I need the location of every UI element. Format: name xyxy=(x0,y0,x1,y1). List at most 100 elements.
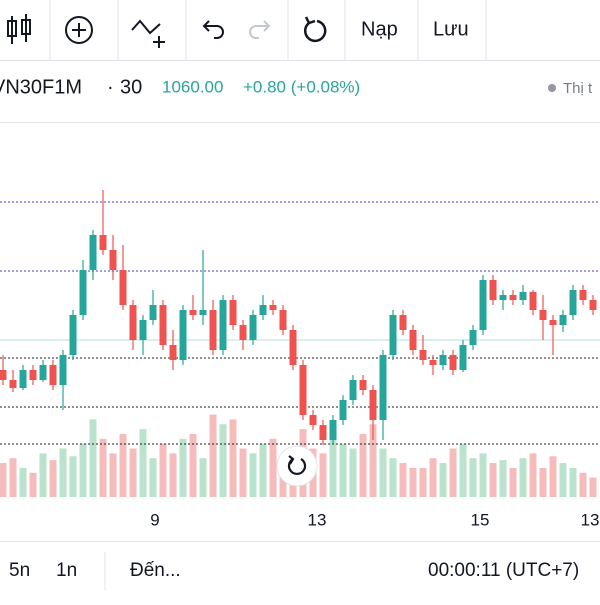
volume-bar xyxy=(399,463,407,497)
volume-bar xyxy=(179,438,187,497)
candle-body xyxy=(569,290,577,315)
candle-body xyxy=(259,305,267,315)
volume-bar xyxy=(569,467,577,497)
candle-body xyxy=(199,310,207,315)
volume-bar xyxy=(519,458,527,497)
volume-bar xyxy=(459,443,467,497)
redo-button[interactable] xyxy=(249,20,271,39)
candle-body xyxy=(49,365,57,385)
volume-bar xyxy=(469,458,477,497)
x-tick-label: 13 xyxy=(581,510,600,529)
status-dot xyxy=(548,84,556,92)
volume-bar xyxy=(159,443,167,497)
candle-body xyxy=(519,292,527,300)
candle-body xyxy=(539,310,547,320)
reset-view-button[interactable] xyxy=(276,445,318,487)
compare-button[interactable] xyxy=(131,19,165,48)
volume-bar xyxy=(79,443,87,497)
candle-body xyxy=(159,305,167,345)
candle-body xyxy=(39,365,47,380)
candle-body xyxy=(499,295,507,300)
candle-body xyxy=(309,415,317,425)
volume-bar xyxy=(419,467,427,497)
candle-body xyxy=(319,425,327,440)
candle-body xyxy=(359,380,367,390)
volume-bar xyxy=(129,448,137,497)
volume-bar xyxy=(489,463,497,497)
candle-body xyxy=(179,310,187,360)
x-tick-label: 13 xyxy=(308,510,327,529)
candle-body xyxy=(379,355,387,420)
volume-bar xyxy=(559,463,567,497)
deposit-button[interactable]: Nạp xyxy=(361,18,398,40)
range-button[interactable]: 1n xyxy=(56,560,77,581)
interval: 30 xyxy=(120,76,142,98)
volume-bar xyxy=(149,458,157,497)
volume-bar xyxy=(189,433,197,497)
candle-body xyxy=(139,320,147,340)
price: 1060.00 xyxy=(162,77,223,96)
separator: · xyxy=(107,76,114,98)
candle-body xyxy=(349,380,357,400)
candle-body xyxy=(489,280,497,300)
candle-body xyxy=(229,300,237,325)
volume-bar xyxy=(319,453,327,497)
save-button[interactable]: Lưu xyxy=(433,18,469,40)
volume-bar xyxy=(339,443,347,497)
range-button[interactable]: 5n xyxy=(9,560,30,581)
candle-body xyxy=(409,330,417,350)
candle-body xyxy=(579,290,587,300)
undo-button[interactable] xyxy=(202,20,224,39)
chart-type-button[interactable] xyxy=(7,14,31,44)
volume-bar xyxy=(139,429,147,497)
volume-bar xyxy=(99,438,107,497)
volume-bar xyxy=(409,467,417,497)
candle-body xyxy=(329,420,337,440)
candle-body xyxy=(219,300,227,350)
candle-body xyxy=(119,270,127,305)
volume-bar xyxy=(529,453,537,497)
candle-body xyxy=(99,235,107,250)
volume-bar xyxy=(239,448,247,497)
volume-bar xyxy=(19,467,27,497)
volume-bar xyxy=(49,460,57,497)
chart: 9 13 15 13 xyxy=(0,190,600,529)
candle-body xyxy=(209,310,217,350)
clock: 00:00:11 (UTC+7) xyxy=(428,560,579,581)
candle-body xyxy=(549,320,557,325)
volume-bar xyxy=(209,414,217,497)
candle-body xyxy=(59,355,67,385)
candle-body xyxy=(469,330,477,345)
reset-button[interactable] xyxy=(304,16,327,43)
candle-body xyxy=(79,270,87,315)
candle-body xyxy=(149,305,157,320)
candle-body xyxy=(369,390,377,420)
candle-body xyxy=(249,315,257,340)
volume-bar xyxy=(499,460,507,497)
volume-bar xyxy=(59,448,67,497)
volume-bar xyxy=(29,472,37,497)
candle-body xyxy=(429,360,437,365)
toolbar xyxy=(7,0,346,60)
candle-body xyxy=(589,300,597,310)
x-tick-label: 9 xyxy=(150,510,159,529)
candle-body xyxy=(509,295,517,300)
goto-button[interactable]: Đến... xyxy=(130,560,181,581)
volume-bar xyxy=(0,463,7,497)
volume-bar xyxy=(589,477,597,497)
candle-body xyxy=(389,315,397,355)
candle-body xyxy=(479,280,487,330)
add-indicator-button[interactable] xyxy=(65,16,93,44)
volume-bar xyxy=(9,458,17,497)
candle-body xyxy=(419,350,427,360)
volume-bar xyxy=(119,433,127,497)
volume-bar xyxy=(259,443,267,497)
candle-body xyxy=(289,330,297,365)
volume-bar xyxy=(479,453,487,497)
candle-body xyxy=(0,370,7,380)
candle-body xyxy=(299,365,307,415)
volume-bar xyxy=(439,463,447,497)
candle-body xyxy=(559,315,567,325)
volume-bar xyxy=(369,424,377,497)
